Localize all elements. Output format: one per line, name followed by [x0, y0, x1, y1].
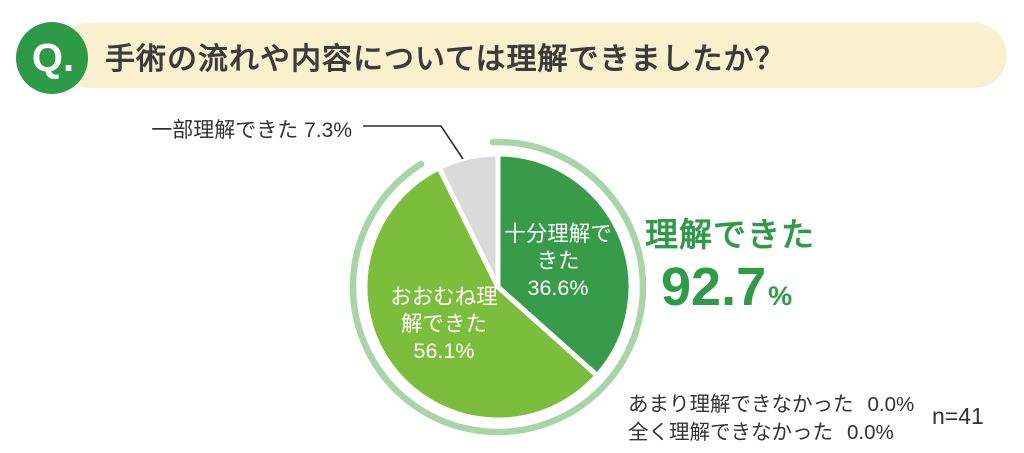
footnote-row: あまり理解できなかった 0.0% — [628, 391, 914, 419]
pie-outer-ring — [349, 138, 647, 436]
q-badge: Q. — [16, 22, 88, 94]
footnote-label: あまり理解できなかった — [628, 393, 854, 416]
callout-line — [363, 125, 464, 160]
sample-size-label: n=41 — [932, 403, 984, 429]
footnote-value: 0.0% — [867, 393, 915, 416]
pie-slice-1 — [362, 165, 600, 423]
highlight-value: 92.7 — [661, 257, 767, 317]
slice-label-mostly-understood: おおむね理 解できた 56.1% — [390, 285, 498, 363]
highlight-value-row: 92.7 % — [645, 260, 815, 314]
slice-label-fully-understood: 十分理解で きた 36.6% — [504, 222, 612, 300]
pie-slice-0 — [495, 151, 634, 379]
question-banner: 手術の流れや内容については理解できましたか？ — [57, 23, 1007, 88]
question-title: 手術の流れや内容については理解できましたか？ — [105, 42, 786, 76]
pie-slice-2 — [436, 151, 501, 290]
highlight-label: 理解できた — [645, 216, 815, 253]
callout-label-partially-understood: 一部理解できた 7.3% — [151, 119, 352, 142]
highlight-unit: % — [768, 281, 793, 311]
q-badge-label: Q. — [31, 35, 75, 80]
footnote-value: 0.0% — [847, 421, 894, 444]
highlight-total-understood: 理解できた 92.7 % — [645, 208, 815, 314]
zero-footnotes: あまり理解できなかった 0.0% 全く理解できなかった 0.0% — [628, 391, 914, 447]
footnote-row: 全く理解できなかった 0.0% — [628, 419, 914, 447]
footnote-label: 全く理解できなかった — [628, 421, 833, 444]
